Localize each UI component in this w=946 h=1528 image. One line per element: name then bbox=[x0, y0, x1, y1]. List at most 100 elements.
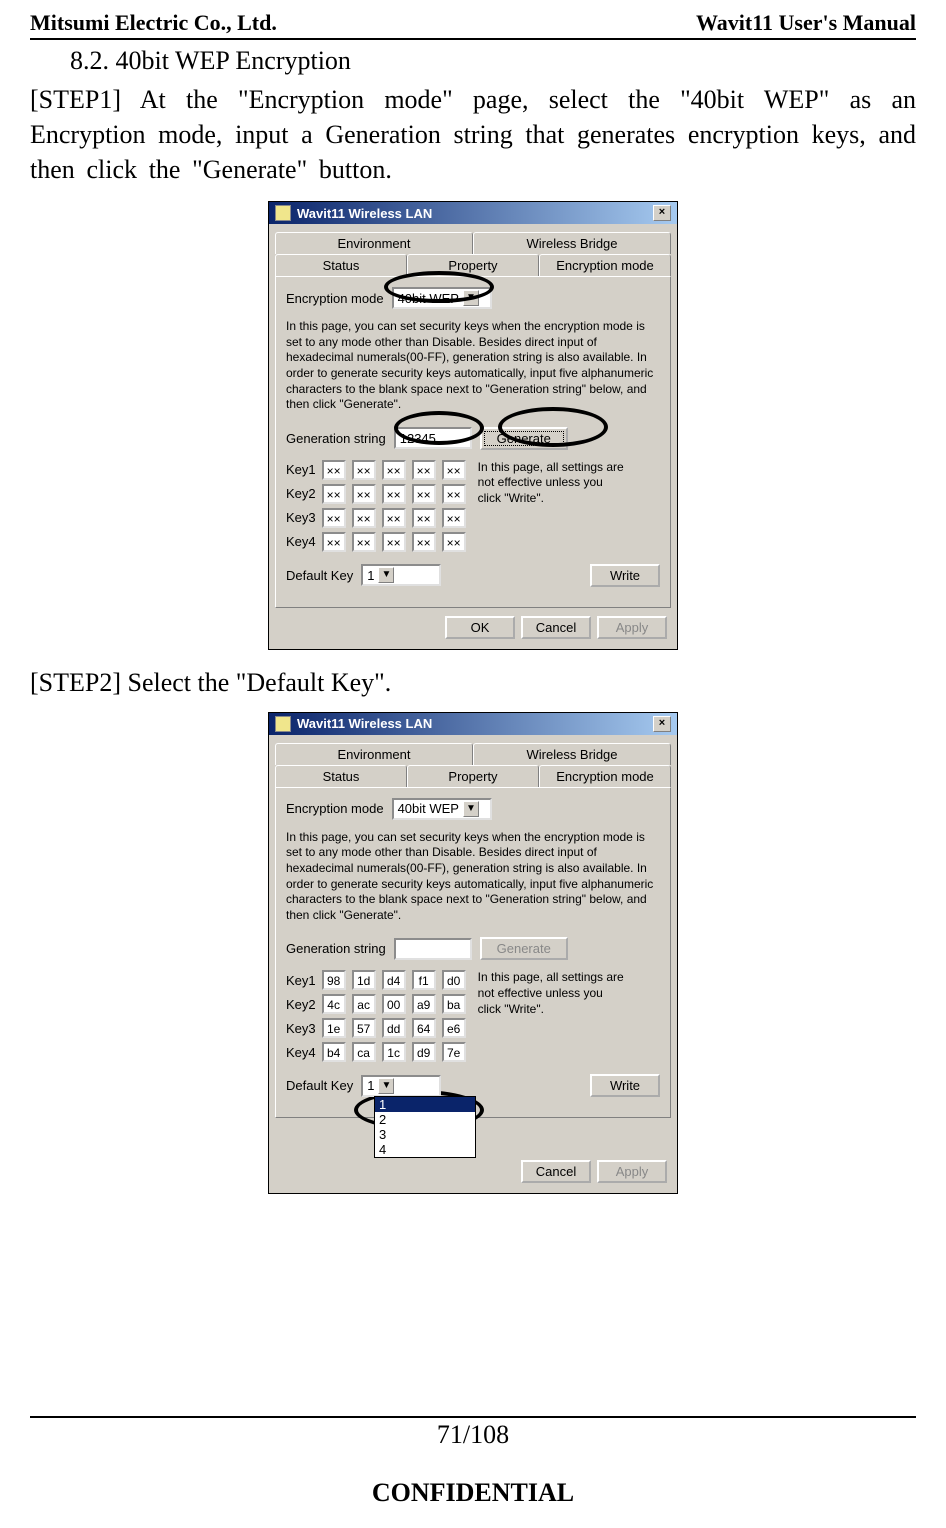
tab-property[interactable]: Property bbox=[407, 765, 539, 787]
encryption-mode-value: 40bit WEP bbox=[398, 801, 459, 816]
hex-input[interactable]: ×× bbox=[382, 484, 406, 504]
hex-input[interactable]: ×× bbox=[382, 508, 406, 528]
hex-input[interactable]: ca bbox=[352, 1042, 376, 1062]
hex-input[interactable]: ba bbox=[442, 994, 466, 1014]
hex-input[interactable]: d4 bbox=[382, 970, 406, 990]
hex-input[interactable]: 57 bbox=[352, 1018, 376, 1038]
key-label: Key1 bbox=[286, 462, 316, 477]
hex-input[interactable]: ×× bbox=[352, 484, 376, 504]
key-label: Key3 bbox=[286, 510, 316, 525]
hex-input[interactable]: dd bbox=[382, 1018, 406, 1038]
hex-input[interactable]: ×× bbox=[322, 508, 346, 528]
tab-status[interactable]: Status bbox=[275, 765, 407, 787]
hex-input[interactable]: d9 bbox=[412, 1042, 436, 1062]
hex-input[interactable]: 98 bbox=[322, 970, 346, 990]
encryption-mode-label: Encryption mode bbox=[286, 801, 384, 816]
hex-input[interactable]: ×× bbox=[442, 460, 466, 480]
hex-input[interactable]: ×× bbox=[442, 508, 466, 528]
hex-input[interactable]: ×× bbox=[442, 532, 466, 552]
encryption-mode-select[interactable]: 40bit WEP ▼ bbox=[392, 798, 492, 820]
chevron-down-icon: ▼ bbox=[463, 290, 479, 306]
apply-button[interactable]: Apply bbox=[597, 616, 667, 639]
hex-input[interactable]: 1d bbox=[352, 970, 376, 990]
tab-encryption-mode[interactable]: Encryption mode bbox=[539, 765, 671, 787]
hex-input[interactable]: ×× bbox=[442, 484, 466, 504]
window-title: Wavit11 Wireless LAN bbox=[297, 716, 432, 731]
generate-button: Generate bbox=[480, 937, 568, 960]
key-label: Key3 bbox=[286, 1021, 316, 1036]
hex-input[interactable]: b4 bbox=[322, 1042, 346, 1062]
close-button[interactable]: × bbox=[653, 716, 671, 732]
hex-input[interactable]: ×× bbox=[412, 532, 436, 552]
hex-input[interactable]: ×× bbox=[412, 484, 436, 504]
tab-property[interactable]: Property bbox=[407, 254, 539, 276]
close-button[interactable]: × bbox=[653, 205, 671, 221]
dropdown-option[interactable]: 4 bbox=[375, 1142, 475, 1157]
hex-input[interactable]: ×× bbox=[412, 508, 436, 528]
tab-encryption-mode[interactable]: Encryption mode bbox=[539, 254, 671, 276]
tab-environment[interactable]: Environment bbox=[275, 743, 473, 765]
tab-environment[interactable]: Environment bbox=[275, 232, 473, 254]
tab-wireless-bridge[interactable]: Wireless Bridge bbox=[473, 232, 671, 254]
section-heading: 8.2. 40bit WEP Encryption bbox=[70, 46, 916, 76]
chevron-down-icon: ▼ bbox=[378, 1078, 394, 1094]
hex-input[interactable]: ×× bbox=[382, 460, 406, 480]
encryption-mode-label: Encryption mode bbox=[286, 291, 384, 306]
confidential-mark: CONFIDENTIAL bbox=[0, 1478, 946, 1508]
chevron-down-icon: ▼ bbox=[378, 567, 394, 583]
hex-input[interactable]: f1 bbox=[412, 970, 436, 990]
tab-status[interactable]: Status bbox=[275, 254, 407, 276]
hex-input[interactable]: ×× bbox=[322, 532, 346, 552]
dropdown-option[interactable]: 3 bbox=[375, 1127, 475, 1142]
app-icon bbox=[275, 716, 291, 732]
hex-input[interactable]: ×× bbox=[412, 460, 436, 480]
key-label: Key2 bbox=[286, 486, 316, 501]
default-key-select[interactable]: 1 ▼ bbox=[361, 1075, 441, 1097]
default-key-value: 1 bbox=[367, 568, 374, 583]
hex-input[interactable]: 64 bbox=[412, 1018, 436, 1038]
titlebar[interactable]: Wavit11 Wireless LAN × bbox=[269, 713, 677, 735]
hex-input[interactable]: 1e bbox=[322, 1018, 346, 1038]
generation-string-input[interactable] bbox=[394, 938, 472, 960]
key-label: Key2 bbox=[286, 997, 316, 1012]
dialog-1: Wavit11 Wireless LAN × EnvironmentWirele… bbox=[268, 201, 678, 650]
write-button[interactable]: Write bbox=[590, 564, 660, 587]
dropdown-option[interactable]: 1 bbox=[375, 1097, 475, 1112]
ok-button[interactable]: OK bbox=[445, 616, 515, 639]
hex-input[interactable]: d0 bbox=[442, 970, 466, 990]
hex-input[interactable]: 1c bbox=[382, 1042, 406, 1062]
default-key-label: Default Key bbox=[286, 1078, 353, 1093]
hex-input[interactable]: ×× bbox=[382, 532, 406, 552]
hex-input[interactable]: ×× bbox=[322, 484, 346, 504]
hex-input[interactable]: 4c bbox=[322, 994, 346, 1014]
description-text: In this page, you can set security keys … bbox=[286, 830, 660, 924]
hex-input[interactable]: e6 bbox=[442, 1018, 466, 1038]
tab-wireless-bridge[interactable]: Wireless Bridge bbox=[473, 743, 671, 765]
write-button[interactable]: Write bbox=[590, 1074, 660, 1097]
generate-button[interactable]: Generate bbox=[480, 427, 568, 450]
generation-string-label: Generation string bbox=[286, 431, 386, 446]
hex-input[interactable]: ac bbox=[352, 994, 376, 1014]
default-key-select[interactable]: 1 ▼ bbox=[361, 564, 441, 586]
key-label: Key4 bbox=[286, 534, 316, 549]
window-title: Wavit11 Wireless LAN bbox=[297, 206, 432, 221]
side-note: In this page, all settings are not effec… bbox=[478, 460, 628, 552]
cancel-button[interactable]: Cancel bbox=[521, 1160, 591, 1183]
hex-input[interactable]: ×× bbox=[322, 460, 346, 480]
default-key-value: 1 bbox=[367, 1078, 374, 1093]
generation-string-input[interactable]: 12345 bbox=[394, 427, 472, 449]
dropdown-option[interactable]: 2 bbox=[375, 1112, 475, 1127]
hex-input[interactable]: 00 bbox=[382, 994, 406, 1014]
header-right: Wavit11 User's Manual bbox=[696, 10, 916, 36]
titlebar[interactable]: Wavit11 Wireless LAN × bbox=[269, 202, 677, 224]
hex-input[interactable]: a9 bbox=[412, 994, 436, 1014]
cancel-button[interactable]: Cancel bbox=[521, 616, 591, 639]
encryption-mode-select[interactable]: 40bit WEP ▼ bbox=[392, 287, 492, 309]
apply-button[interactable]: Apply bbox=[597, 1160, 667, 1183]
default-key-dropdown[interactable]: 1234 bbox=[374, 1096, 476, 1158]
header-left: Mitsumi Electric Co., Ltd. bbox=[30, 10, 277, 36]
hex-input[interactable]: ×× bbox=[352, 460, 376, 480]
hex-input[interactable]: ×× bbox=[352, 508, 376, 528]
hex-input[interactable]: 7e bbox=[442, 1042, 466, 1062]
hex-input[interactable]: ×× bbox=[352, 532, 376, 552]
